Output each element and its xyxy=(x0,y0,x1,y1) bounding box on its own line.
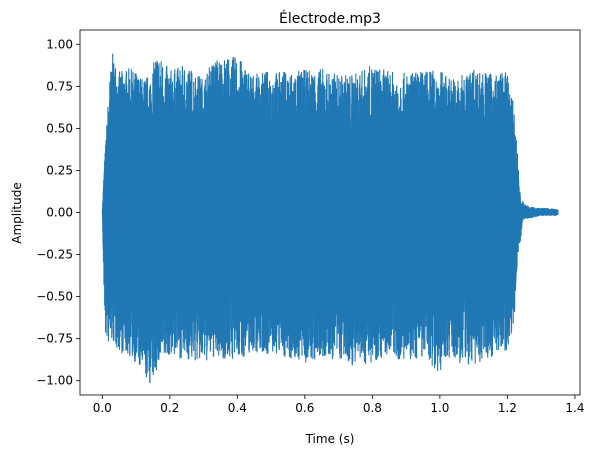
y-tick-label: 0.25 xyxy=(46,163,73,177)
x-tick-label: 1.2 xyxy=(498,401,517,415)
y-tick-label: 0.75 xyxy=(46,79,73,93)
x-tick-label: 0.6 xyxy=(295,401,314,415)
x-tick-label: 0.8 xyxy=(363,401,382,415)
x-tick-label: 0.2 xyxy=(160,401,179,415)
x-axis-label: Time (s) xyxy=(305,432,355,446)
x-tick-label: 0.4 xyxy=(228,401,247,415)
y-tick-label: −0.25 xyxy=(36,248,73,262)
x-tick-label: 1.4 xyxy=(565,401,584,415)
x-tick-label: 0.0 xyxy=(93,401,112,415)
y-tick-label: 0.50 xyxy=(46,121,73,135)
y-tick-label: −0.50 xyxy=(36,290,73,304)
y-tick-label: 0.00 xyxy=(46,206,73,220)
x-tick-label: 1.0 xyxy=(430,401,449,415)
waveform-line xyxy=(101,53,559,384)
x-axis: 0.0 0.2 0.4 0.6 0.8 1.0 1.2 1.4 xyxy=(93,395,584,415)
y-tick-label: −1.00 xyxy=(36,374,73,388)
chart-title: Électrode.mp3 xyxy=(279,10,381,27)
y-axis-label: Amplitude xyxy=(10,182,24,244)
waveform-area xyxy=(101,53,559,384)
y-tick-label: −0.75 xyxy=(36,332,73,346)
y-tick-label: 1.00 xyxy=(46,37,73,51)
y-axis: 1.00 0.75 0.50 0.25 0.00 −0.25 −0.50 −0.75 −1.00 xyxy=(36,37,80,388)
